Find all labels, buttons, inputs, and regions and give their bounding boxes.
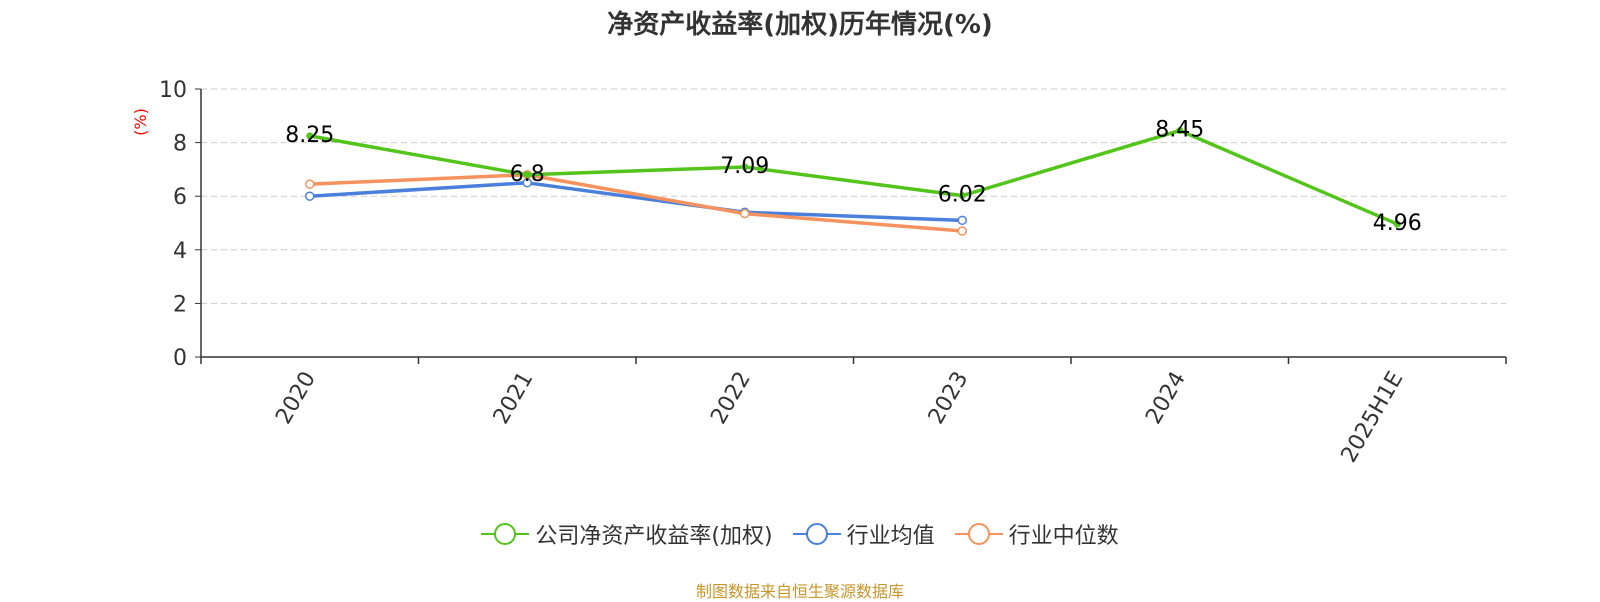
y-tick-label: 4	[173, 239, 187, 264]
legend-label-company: 公司净资产收益率(加权)	[535, 524, 773, 549]
series-point-2	[957, 226, 967, 236]
y-tick-label: 8	[173, 132, 187, 157]
legend-label-industry-median: 行业中位数	[1008, 524, 1119, 549]
source-note: 制图数据来自恒生聚源数据库	[695, 582, 904, 601]
data-label: 4.96	[1373, 211, 1422, 236]
series-point-1	[957, 215, 967, 226]
x-tick-label: 2025H1E	[1337, 368, 1409, 467]
legend-item-industry-mean[interactable]: 行业均值	[792, 518, 935, 550]
y-tick-label: 0	[173, 346, 187, 371]
x-tick-label: 2024	[1141, 368, 1191, 429]
legend-label-industry-mean: 行业均值	[846, 524, 935, 549]
legend-item-company[interactable]: 公司净资产收益率(加权)	[481, 518, 773, 550]
series-lines	[305, 127, 1401, 236]
y-axis-label: (%)	[131, 108, 150, 136]
legend-item-industry-median[interactable]: 行业中位数	[954, 518, 1119, 550]
series-point-0	[1176, 127, 1184, 135]
legend-symbol-industry-mean	[792, 523, 841, 545]
series-point-2	[305, 179, 315, 189]
x-tick-label: 2021	[489, 368, 539, 429]
legend: 公司净资产收益率(加权) 行业均值 行业中位数	[0, 518, 1600, 550]
series-point-0	[306, 132, 314, 140]
data-label: 7.09	[720, 154, 769, 179]
data-label: 6.02	[938, 183, 987, 208]
y-tick-label: 10	[159, 78, 187, 103]
series-point-0	[958, 192, 966, 200]
series-line-0	[309, 128, 1398, 226]
y-tick-label: 6	[173, 185, 187, 210]
x-tick-label: 2022	[706, 368, 756, 429]
y-tick-label: 2	[173, 292, 187, 317]
series-point-0	[523, 171, 531, 179]
chart-title: 净资产收益率(加权)历年情况(%)	[607, 10, 993, 40]
legend-symbol-company	[481, 523, 530, 545]
data-label: 8.45	[1155, 118, 1204, 143]
series-point-1	[305, 191, 315, 201]
grid-lines	[201, 88, 1506, 304]
axes: 0 2 4 6 8 10 2020 2021 2022 2023 2024 2025H1E	[159, 78, 1507, 467]
x-tick-label: 2020	[271, 368, 321, 429]
legend-symbol-industry-median	[954, 523, 1003, 545]
series-line-2	[309, 173, 963, 233]
series-point-0	[1393, 220, 1401, 228]
series-line-1	[309, 181, 963, 223]
data-labels: 8.25 6.8 7.09 6.02 8.45 4.96	[285, 118, 1421, 237]
data-label: 6.8	[510, 162, 545, 187]
x-tick-label: 2023	[924, 368, 974, 429]
series-point-2	[740, 208, 750, 219]
series-point-0	[741, 163, 749, 171]
data-label: 8.25	[285, 123, 334, 148]
